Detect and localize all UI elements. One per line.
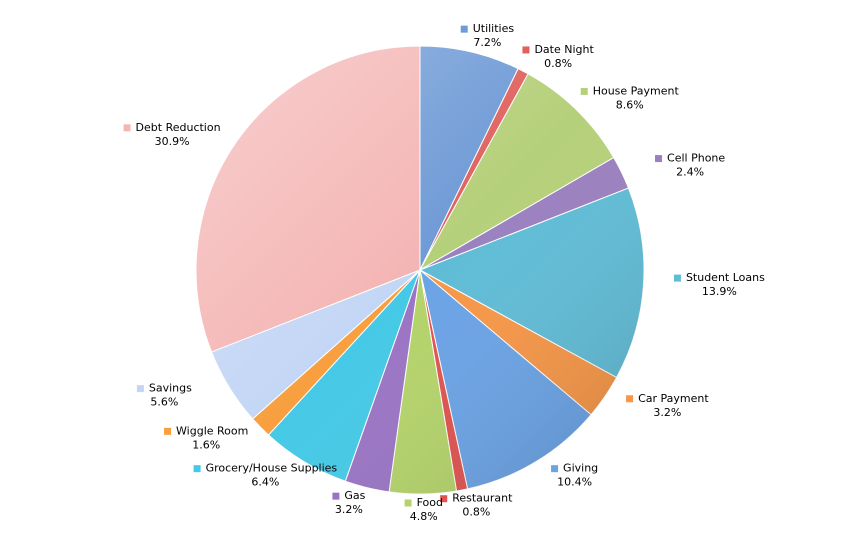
legend-swatch [164, 427, 172, 435]
legend-swatch [626, 395, 634, 403]
slice-value-label: 1.6% [192, 438, 220, 451]
slice-label: Debt Reduction [136, 121, 221, 134]
slice-label: Restaurant [452, 492, 513, 505]
slice-label: Cell Phone [667, 152, 725, 165]
legend-swatch [580, 87, 588, 95]
legend-swatch [522, 46, 530, 54]
slice-label: Savings [149, 382, 192, 395]
legend-swatch [404, 499, 412, 507]
slice-value-label: 7.2% [473, 36, 501, 49]
legend-swatch [193, 465, 201, 473]
legend-swatch [332, 492, 340, 500]
legend-swatch [136, 385, 144, 393]
slice-label: House Payment [593, 84, 680, 97]
legend-swatch [460, 25, 468, 33]
slice-label: Date Night [534, 43, 594, 56]
legend-swatch [551, 465, 559, 473]
legend-swatch [440, 495, 448, 503]
slice-value-label: 2.4% [676, 166, 704, 179]
slice-value-label: 0.8% [544, 57, 572, 70]
slice-label: Student Loans [686, 271, 765, 284]
slice-label: Utilities [473, 22, 515, 35]
slice-value-label: 8.6% [616, 98, 644, 111]
slice-value-label: 13.9% [702, 285, 737, 298]
slice-label: Gas [344, 489, 365, 502]
slice-label: Wiggle Room [176, 424, 248, 437]
slice-label: Grocery/House Supplies [206, 462, 338, 475]
slice-value-label: 30.9% [155, 135, 190, 148]
slice-value-label: 10.4% [557, 476, 592, 489]
slice-label: Car Payment [638, 392, 709, 405]
legend-swatch [123, 124, 131, 132]
slice-value-label: 5.6% [150, 396, 178, 409]
legend-swatch [673, 274, 681, 282]
slice-value-label: 0.8% [462, 506, 490, 519]
slice-value-label: 3.2% [653, 406, 681, 419]
slice-label: Food [417, 496, 443, 509]
slice-value-label: 3.2% [335, 503, 363, 516]
slice-value-label: 4.8% [410, 510, 438, 523]
slice-value-label: 6.4% [251, 476, 279, 489]
slice-label: Giving [563, 462, 598, 475]
legend-swatch [655, 155, 663, 163]
